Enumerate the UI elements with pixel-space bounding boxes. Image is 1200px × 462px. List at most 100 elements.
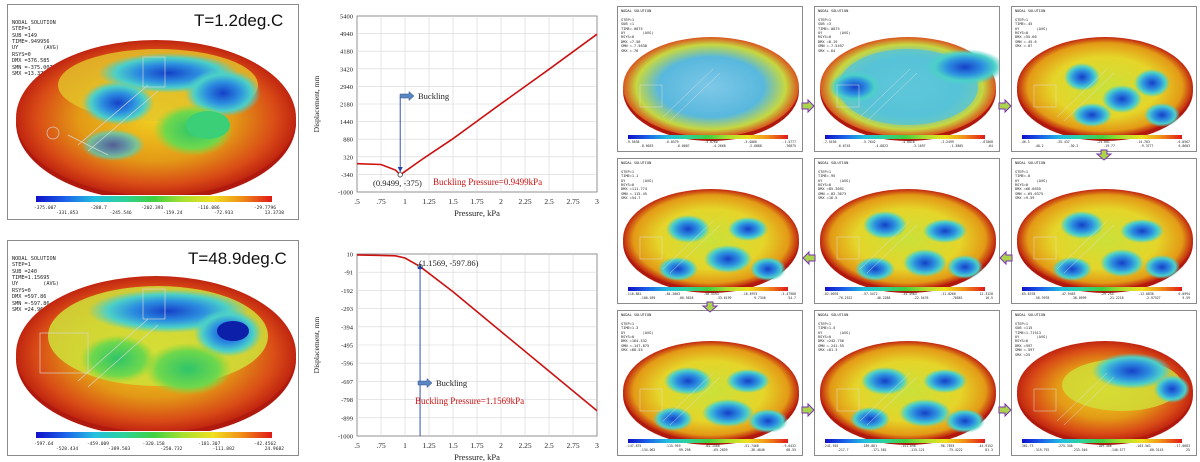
grid-colorbar-label: -4.2668 xyxy=(712,144,726,148)
nodal-info-1: NODAL SOLUTION STEP=1 SUB =149 TIME=.949956… xyxy=(12,19,59,78)
grid-colorbar-label: -99.298 xyxy=(677,448,691,452)
grid-nodal-info-line: SUB =3 xyxy=(818,22,831,27)
grid-nodal-info-line: NODAL SOLUTION xyxy=(818,313,849,317)
y-axis-label: Displacement, mm xyxy=(312,76,321,133)
grid-colorbar-labels: -147.875 -115.959 -84.1588 -51.7468 -9.6432 -… xyxy=(626,444,796,452)
roof-platform xyxy=(639,388,663,412)
grid-colorbar-label: -17.0683 xyxy=(1174,444,1190,448)
x-tick-label: 1 xyxy=(403,197,407,206)
grid-nodal-info-line: SMN =-7.5497 xyxy=(818,44,844,49)
grid-nodal-info-line: UY (AVG) xyxy=(1015,178,1048,183)
x-tick-label: 1.5 xyxy=(448,441,458,450)
grid-nodal-info-line: TIME=.95 xyxy=(818,174,836,179)
roof-structure xyxy=(1033,372,1115,426)
grid-colorbar-label: -47.9463 xyxy=(1060,292,1076,296)
grid-nodal-info-line: DMX =85.3691 xyxy=(818,187,844,192)
grid-nodal-info-line: UY (AVG) xyxy=(621,31,654,36)
grid-colorbar-labels: -241.555 -189.081 -141.098 -96.7893 -44.9152… xyxy=(823,444,993,452)
stair-line xyxy=(669,224,721,274)
roof-platform xyxy=(1033,388,1057,412)
buckling-arrowhead xyxy=(397,167,403,172)
roof-structure xyxy=(1033,220,1115,274)
y-tick-label: 880 xyxy=(343,137,353,144)
grid-colorbar-label: 54.7 xyxy=(788,296,796,300)
x-tick-label: 2 xyxy=(499,441,503,450)
grid-colorbar-label: -2.2499 xyxy=(940,140,954,144)
roof-platform xyxy=(1033,236,1057,260)
grid-nodal-info-line: SMX =81.3 xyxy=(818,348,838,353)
grid-nodal-info-line: STEP=1 xyxy=(1015,17,1028,22)
grid-nodal-info-line: DMX =7.56 xyxy=(621,39,641,44)
grid-colorbar-label: -96.7893 xyxy=(938,444,955,448)
grid-nodal-info-line: SMN =-82.3673 xyxy=(818,191,847,196)
grid-colorbar-label: -147.875 xyxy=(626,444,642,448)
y-tick-label: 1440 xyxy=(340,119,353,126)
grid-nodal-info-line: NODAL SOLUTION xyxy=(818,9,849,13)
grid-colorbar-label: -146.577 xyxy=(1110,448,1126,452)
grid-nodal-info-line: TIME=.45 xyxy=(1015,22,1033,27)
grid-colorbar-label: -6.8579 xyxy=(665,140,679,144)
grid-colorbar-label: -29.254 xyxy=(1100,292,1114,296)
grid-colorbar xyxy=(1022,135,1182,139)
deflection-region xyxy=(903,249,947,277)
deflection-region xyxy=(1154,375,1190,403)
y-tick-label: 5400 xyxy=(340,14,353,21)
grid-colorbar-label: -19.77 xyxy=(1103,144,1115,148)
roof-structure xyxy=(836,372,918,426)
grid-nodal-info: NODAL SOLUTION STEP=1 TIME=.8 UY (AVG) RSYS… xyxy=(1015,161,1047,201)
y-tick-label: 2180 xyxy=(340,102,353,109)
deflection-region xyxy=(666,215,710,243)
x-axis-label: Pressure, kPa xyxy=(454,208,500,218)
x-tick-label: .75 xyxy=(376,197,386,206)
grid-colorbar-label: -6.0007 xyxy=(676,144,690,148)
grid-colorbar-label: -33.6199 xyxy=(716,296,732,300)
grid-nodal-info-line: RSYS=0 xyxy=(818,35,831,40)
x-tick-label: .75 xyxy=(376,441,386,450)
grid-nodal-info-line: STEP=1 xyxy=(818,17,831,22)
x-tick-label: 1.25 xyxy=(422,441,435,450)
y-tick-label: 4940 xyxy=(340,31,353,38)
y-tick-label: -596 xyxy=(341,361,354,368)
x-tick-label: 2.25 xyxy=(518,441,531,450)
grid-nodal-info-line: NODAL SOLUTION xyxy=(621,9,652,13)
x-tick-label: 1.75 xyxy=(470,197,483,206)
grid-nodal-info-line: TIME=1.3 xyxy=(621,326,639,331)
contour-panel-1: NODAL SOLUTION STEP=1 SUB =149 TIME=.949956… xyxy=(7,4,299,220)
y-tick-label: 320 xyxy=(343,154,353,161)
deflection-region xyxy=(1120,219,1164,243)
grid-nodal-info-line: SMN =-45.6 xyxy=(1015,39,1037,44)
tank-roof-contour-2 xyxy=(16,276,296,431)
grid-colorbar-label: 6.0994 xyxy=(1178,292,1190,296)
grid-nodal-info-line: STEP=1 xyxy=(621,321,634,326)
grid-nodal-info-line: UY (AVG) xyxy=(818,178,851,183)
x-tick-label: 1 xyxy=(403,441,407,450)
displacement-curve xyxy=(356,33,598,176)
grid-colorbar-label: -65.8378 xyxy=(1020,292,1036,296)
grid-nodal-info-line: STEP=1 xyxy=(1015,321,1028,326)
y-tick-label: -293 xyxy=(341,306,353,313)
grid-nodal-info-line: RSYS=0 xyxy=(621,335,634,340)
grid-nodal-info-line: SMX =.76 xyxy=(621,48,639,53)
grid-tank-roof-contour xyxy=(623,341,799,445)
grid-tank-roof-contour xyxy=(820,189,996,293)
grid-nodal-info-line: NODAL SOLUTION xyxy=(621,161,652,165)
colorbar-2 xyxy=(36,432,272,438)
temperature-title-2: T=48.9deg.C xyxy=(188,249,287,268)
grid-colorbar-label: .76875 xyxy=(784,144,796,148)
contour-panel-2: NODAL SOLUTION STEP=1 SUB =240 TIME=1.15695… xyxy=(7,240,299,456)
roof-structure xyxy=(639,220,721,274)
x-tick-label: .5 xyxy=(354,441,360,450)
grid-nodal-info-line: RSYS=0 xyxy=(818,335,831,340)
roof-structure xyxy=(836,220,918,274)
buckling-sequence-grid: NODAL SOLUTION STEP=1 SUB =1 TIME=.0075 UY … xyxy=(617,6,1197,458)
grid-colorbar-label: -7.5436 xyxy=(823,140,837,144)
grid-colorbar-label: -16.8975 xyxy=(741,292,758,296)
grid-nodal-info-line: TIME=1.71513 xyxy=(1015,330,1041,335)
y-tick-label: -697 xyxy=(341,379,354,386)
grid-nodal-info-line: STEP=1 xyxy=(818,169,831,174)
grid-colorbar-label: -56.9978 xyxy=(1034,296,1050,300)
deflection-region xyxy=(748,409,788,433)
grid-colorbar-label: -34.4983 xyxy=(901,292,917,296)
grid-nodal-info-line: NODAL SOLUTION xyxy=(1015,9,1046,13)
grid-colorbar-label: -217.7 xyxy=(837,448,849,452)
